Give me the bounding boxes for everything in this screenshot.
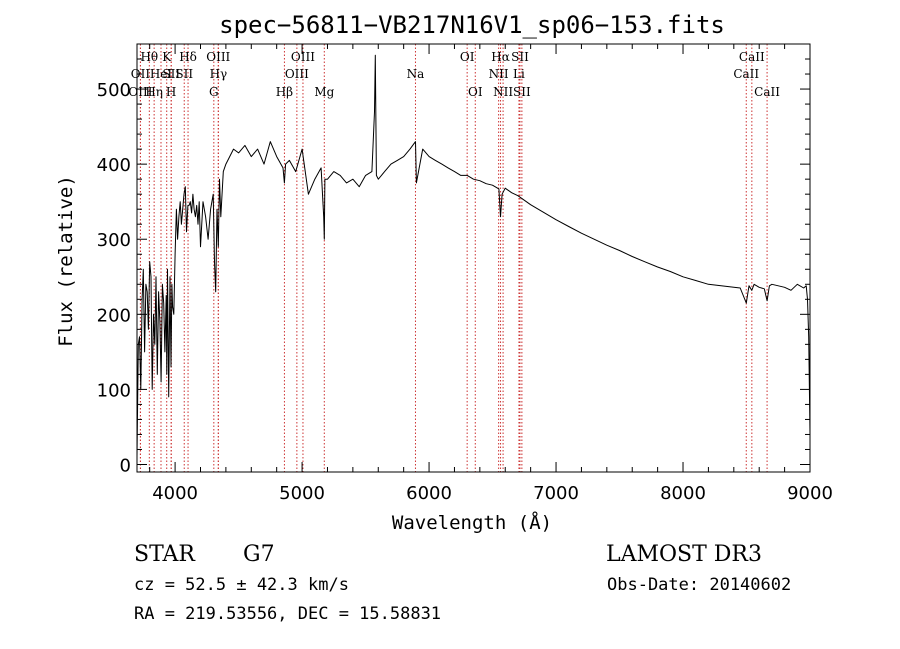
line-marker-label: CaII (754, 85, 780, 99)
y-axis-label: Flux (relative) (55, 175, 77, 347)
coordinates: RA = 219.53556, DEC = 15.58831 (134, 604, 441, 624)
object-type: STAR (134, 542, 196, 567)
line-marker-label: Mg (314, 85, 334, 99)
spectral-line-labels: HθOIIOIIIHηHeIKSIIHHδSIIOIIIHγGOIIIOIIIH… (128, 50, 780, 99)
line-marker-label: OIII (128, 85, 152, 99)
x-axis-label: Wavelength (Å) (392, 511, 552, 534)
line-marker-label: Hβ (276, 85, 293, 99)
line-marker-label: Hθ (140, 50, 158, 64)
line-marker-label: NII (493, 85, 513, 99)
line-marker-label: Li (513, 67, 525, 81)
y-axis-ticks: 0 100 200 300 400 500 (97, 43, 810, 476)
line-marker-label: OI (468, 85, 483, 99)
y-tick-label: 100 (97, 380, 131, 401)
line-marker-label: Hδ (179, 50, 197, 64)
plot-frame (136, 43, 811, 473)
y-tick-label: 400 (97, 155, 131, 176)
line-marker-label: OI (460, 50, 475, 64)
line-marker-label: OIII (206, 50, 230, 64)
line-marker-label: HeI (150, 67, 173, 81)
x-tick-label: 6000 (406, 483, 452, 504)
line-marker-label: OIII (291, 50, 315, 64)
redshift-value: cz = 52.5 ± 42.3 km/s (134, 575, 349, 595)
line-marker-label: SII (162, 67, 180, 81)
observation-date: Obs-Date: 20140602 (607, 575, 791, 595)
x-tick-label: 5000 (279, 483, 325, 504)
line-marker-label: SII (175, 67, 193, 81)
y-tick-label: 0 (120, 455, 131, 476)
y-tick-label: 200 (97, 305, 131, 326)
line-marker-label: Na (407, 67, 425, 81)
line-marker-label: NII (489, 67, 509, 81)
line-marker-label: OIII (285, 67, 309, 81)
x-tick-label: 4000 (152, 483, 198, 504)
x-tick-label: 8000 (660, 483, 706, 504)
line-marker-label: SII (513, 85, 531, 99)
line-marker-label: Hγ (210, 67, 228, 81)
flux-series (136, 54, 811, 458)
chart-title: spec−56811−VB217N16V1_sp06−153.fits (219, 11, 725, 39)
line-marker-label: Hα (491, 50, 510, 64)
series-line-flux (136, 54, 811, 458)
x-axis-ticks: 4000 5000 6000 7000 8000 9000 (149, 44, 833, 504)
x-tick-label: 9000 (787, 483, 833, 504)
x-tick-label: 7000 (533, 483, 579, 504)
line-marker-label: Hη (145, 85, 163, 99)
survey-name: LAMOST DR3 (606, 542, 762, 567)
spectral-subclass: G7 (243, 542, 275, 567)
line-marker-label: K (162, 50, 172, 64)
line-marker-label: G (209, 85, 219, 99)
y-tick-label: 300 (97, 230, 131, 251)
line-marker-label: SII (511, 50, 529, 64)
line-marker-label: CaII (739, 50, 765, 64)
y-tick-label: 500 (97, 80, 131, 101)
line-marker-label: H (166, 85, 176, 99)
spectral-line-markers (139, 44, 768, 472)
line-marker-label: CaII (733, 67, 759, 81)
